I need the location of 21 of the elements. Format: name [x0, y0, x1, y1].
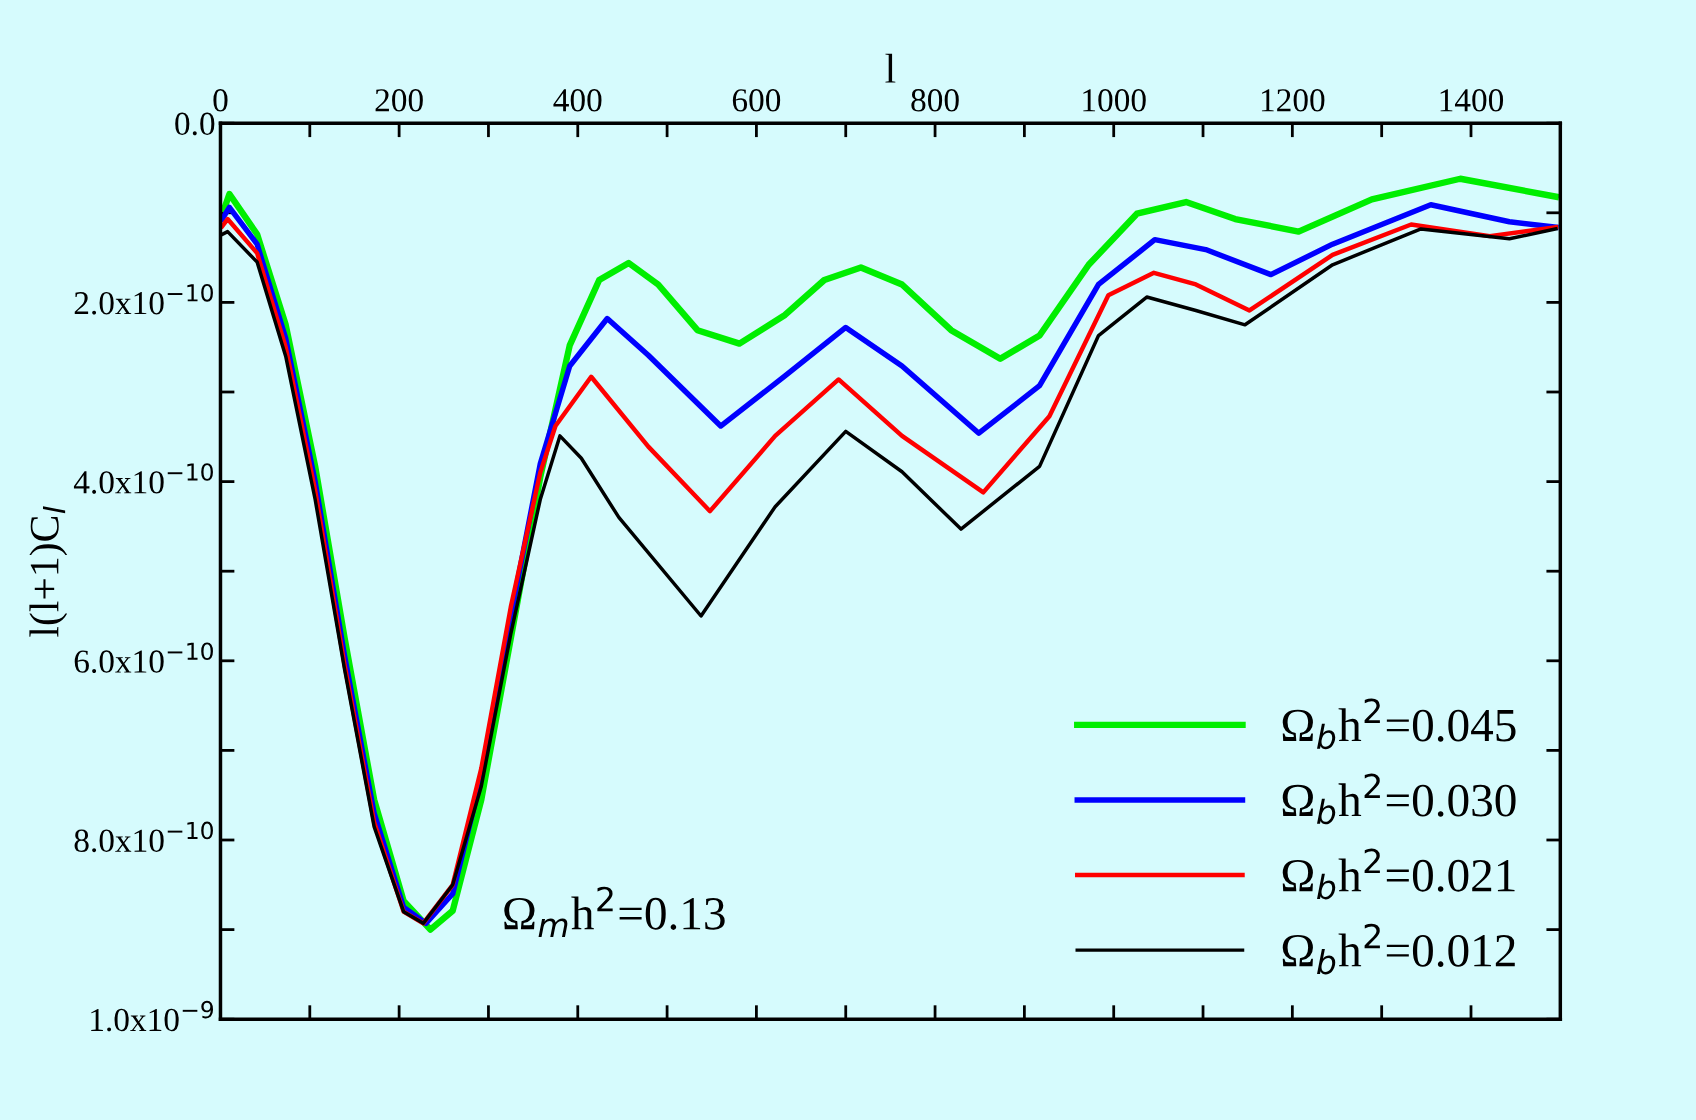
x-tick-label: 1400: [1440, 89, 1504, 112]
x-tick-label: 600: [732, 89, 781, 112]
x-axis-title: l: [885, 53, 896, 83]
annotation: Ω$_{m}$h$^{2}$=0.13: [504, 886, 725, 937]
y-tick-label: 1.0x10$^{−9}$: [91, 1000, 214, 1032]
x-tick-label: 800: [911, 89, 959, 112]
legend-label: Ω$_{b}$h$^{2}$=0.021: [1282, 848, 1515, 900]
legend-label: Ω$_{b}$h$^{2}$=0.045: [1282, 698, 1516, 750]
y-tick-label: 0.0: [175, 112, 215, 136]
y-axis-title: l(l+1)C$_{l}$: [29, 506, 68, 637]
y-tick-label: 8.0x10$^{−10}$: [74, 821, 213, 853]
x-tick-label: 1000: [1083, 89, 1146, 112]
x-tick-label: 1200: [1261, 89, 1325, 112]
x-tick-label: 400: [553, 89, 602, 112]
legend-label: Ω$_{b}$h$^{2}$=0.012: [1282, 923, 1515, 975]
x-tick-label: 0: [213, 89, 228, 112]
y-tick-label: 2.0x10$^{−10}$: [74, 284, 213, 315]
legend-label: Ω$_{b}$h$^{2}$=0.030: [1282, 773, 1516, 825]
x-tick-label: 200: [375, 89, 423, 112]
y-tick-label: 4.0x10$^{−10}$: [73, 463, 213, 494]
y-tick-label: 6.0x10$^{−10}$: [74, 642, 213, 673]
